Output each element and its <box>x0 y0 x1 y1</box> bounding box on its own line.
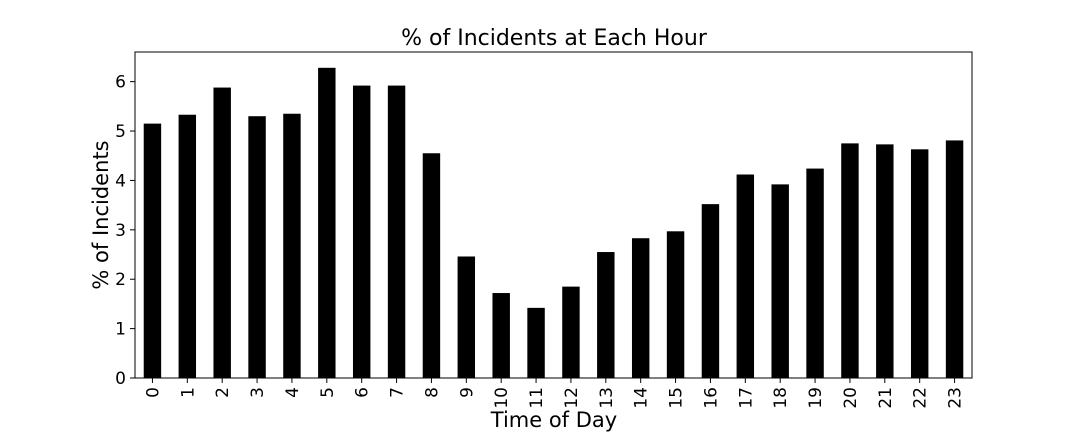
x-tick-label: 8 <box>422 387 442 398</box>
y-tick-label: 5 <box>115 122 126 142</box>
bar-3 <box>248 116 266 379</box>
x-tick-label: 18 <box>771 387 791 409</box>
bar-7 <box>387 85 406 378</box>
x-tick-label: 22 <box>911 387 931 409</box>
bar-10 <box>492 293 510 378</box>
bar-6 <box>352 85 371 378</box>
bar-0 <box>143 123 162 379</box>
bar-8 <box>422 153 441 378</box>
x-tick-label: 4 <box>283 387 303 398</box>
y-axis-label: % of Incidents <box>89 140 113 289</box>
bar-1 <box>178 114 197 378</box>
x-tick-label: 2 <box>213 387 233 398</box>
bar-18 <box>771 184 789 378</box>
bar-15 <box>666 231 685 378</box>
x-axis-label: Time of Day <box>490 408 617 432</box>
chart-title: % of Incidents at Each Hour <box>401 26 708 51</box>
bar-16 <box>701 204 720 378</box>
bar-14 <box>631 238 650 378</box>
y-tick-label: 3 <box>115 221 126 241</box>
x-tick-label: 3 <box>248 387 268 398</box>
y-tick-label: 0 <box>115 369 126 389</box>
x-tick-label: 15 <box>667 387 687 409</box>
x-tick-label: 0 <box>143 387 163 398</box>
bar-13 <box>597 252 615 378</box>
x-tick-label: 5 <box>318 387 338 398</box>
bar-17 <box>736 174 755 378</box>
x-tick-label: 19 <box>806 387 826 409</box>
bar-2 <box>213 87 231 378</box>
x-tick-label: 7 <box>388 387 408 398</box>
x-tick-label: 17 <box>736 387 756 409</box>
bar-19 <box>806 168 824 378</box>
x-tick-label: 1 <box>178 387 198 398</box>
x-tick-label: 14 <box>632 387 652 409</box>
x-tick-label: 12 <box>562 387 582 409</box>
x-tick-label: 6 <box>353 387 373 398</box>
bar-23 <box>945 140 964 378</box>
y-tick-label: 4 <box>115 171 126 191</box>
bar-9 <box>457 256 476 378</box>
x-tick-label: 20 <box>841 387 861 409</box>
x-tick-label: 13 <box>597 387 617 409</box>
plot-frame <box>134 51 973 379</box>
bar-11 <box>527 307 545 378</box>
y-tick-label: 2 <box>115 270 126 290</box>
x-tick-label: 11 <box>527 387 547 409</box>
bar-12 <box>562 286 580 378</box>
bar-20 <box>841 143 859 378</box>
x-tick-label: 9 <box>457 387 477 398</box>
x-tick-label: 16 <box>701 387 721 409</box>
bar-21 <box>876 144 894 378</box>
bar-22 <box>910 149 929 378</box>
bar-4 <box>283 113 301 379</box>
x-tick-label: 10 <box>492 387 512 409</box>
x-tick-label: 23 <box>946 387 966 409</box>
y-tick-label: 6 <box>115 73 126 93</box>
x-tick-label: 21 <box>876 387 896 409</box>
y-tick-label: 1 <box>115 320 126 340</box>
bar-5 <box>318 67 336 378</box>
